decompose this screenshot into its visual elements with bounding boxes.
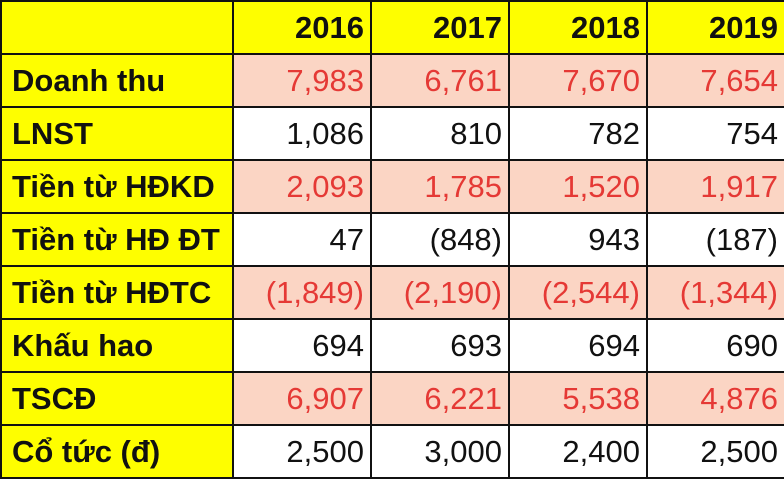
table-cell: 1,086 (232, 106, 372, 161)
table-cell: 2,500 (232, 424, 372, 479)
table-cell: 782 (508, 106, 648, 161)
table-cell: (1,344) (646, 265, 784, 320)
table-cell: 690 (646, 318, 784, 373)
table-cell: (2,544) (508, 265, 648, 320)
table-cell: 1,520 (508, 159, 648, 214)
row-label: LNST (0, 106, 234, 161)
table-cell: 943 (508, 212, 648, 267)
row-label: Tiền từ HĐKD (0, 159, 234, 214)
table-cell: 5,538 (508, 371, 648, 426)
table-cell: 1,785 (370, 159, 510, 214)
table-cell: (848) (370, 212, 510, 267)
table-cell: 694 (232, 318, 372, 373)
table-cell: 4,876 (646, 371, 784, 426)
table-row: Tiền từ HĐ ĐT 47 (848) 943 (187) (0, 212, 784, 267)
table-cell: 6,907 (232, 371, 372, 426)
table-cell: 7,670 (508, 53, 648, 108)
row-label: Cổ tức (đ) (0, 424, 234, 479)
table-cell: (2,190) (370, 265, 510, 320)
year-header: 2016 (232, 0, 372, 55)
year-header: 2019 (646, 0, 784, 55)
table-row: LNST 1,086 810 782 754 (0, 106, 784, 161)
table-row: TSCĐ 6,907 6,221 5,538 4,876 (0, 371, 784, 426)
table-cell: 6,221 (370, 371, 510, 426)
row-label: Doanh thu (0, 53, 234, 108)
table-cell: 47 (232, 212, 372, 267)
table-cell: (1,849) (232, 265, 372, 320)
table-cell: 2,500 (646, 424, 784, 479)
corner-cell (0, 0, 234, 55)
table-row: Doanh thu 7,983 6,761 7,670 7,654 (0, 53, 784, 108)
table-cell: 1,917 (646, 159, 784, 214)
table-row: Tiền từ HĐKD 2,093 1,785 1,520 1,917 (0, 159, 784, 214)
table-cell: 3,000 (370, 424, 510, 479)
table-cell: 7,983 (232, 53, 372, 108)
year-header: 2018 (508, 0, 648, 55)
table-cell: 754 (646, 106, 784, 161)
row-label: TSCĐ (0, 371, 234, 426)
header-row: 2016 2017 2018 2019 (0, 0, 784, 55)
row-label: Tiền từ HĐTC (0, 265, 234, 320)
row-label: Khấu hao (0, 318, 234, 373)
table-cell: 2,400 (508, 424, 648, 479)
table-row: Khấu hao 694 693 694 690 (0, 318, 784, 373)
row-label: Tiền từ HĐ ĐT (0, 212, 234, 267)
table-cell: (187) (646, 212, 784, 267)
year-header: 2017 (370, 0, 510, 55)
table-cell: 694 (508, 318, 648, 373)
table-cell: 810 (370, 106, 510, 161)
table-cell: 693 (370, 318, 510, 373)
table-cell: 6,761 (370, 53, 510, 108)
table-row: Tiền từ HĐTC (1,849) (2,190) (2,544) (1,344) (0, 265, 784, 320)
table-cell: 7,654 (646, 53, 784, 108)
table-row: Cổ tức (đ) 2,500 3,000 2,400 2,500 (0, 424, 784, 479)
table-cell: 2,093 (232, 159, 372, 214)
